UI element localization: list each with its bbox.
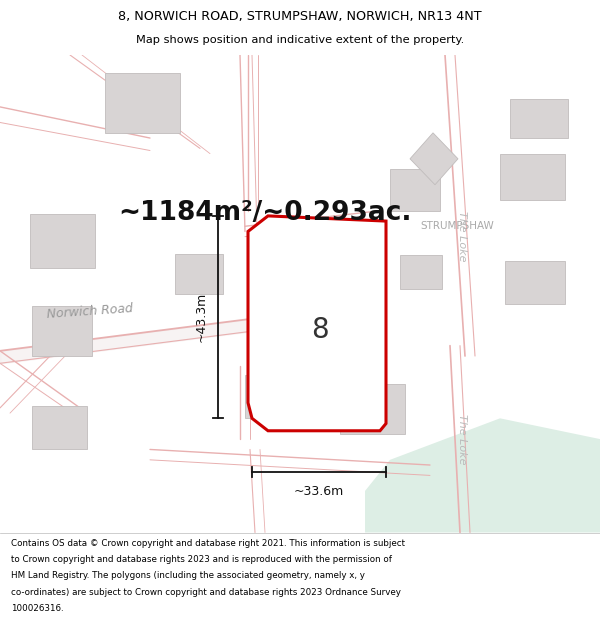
- Text: ~1184m²/~0.293ac.: ~1184m²/~0.293ac.: [118, 200, 412, 226]
- Bar: [340, 384, 405, 434]
- Polygon shape: [365, 418, 600, 532]
- Text: The Loke: The Loke: [457, 414, 467, 464]
- Bar: [175, 254, 223, 294]
- Polygon shape: [248, 216, 386, 431]
- Bar: [390, 169, 440, 211]
- Bar: [400, 256, 442, 289]
- Bar: [505, 261, 565, 304]
- Bar: [275, 219, 365, 294]
- Text: Contains OS data © Crown copyright and database right 2021. This information is : Contains OS data © Crown copyright and d…: [11, 539, 405, 548]
- Text: STRUMPSHAW: STRUMPSHAW: [420, 221, 494, 231]
- Text: co-ordinates) are subject to Crown copyright and database rights 2023 Ordnance S: co-ordinates) are subject to Crown copyr…: [11, 588, 401, 596]
- Text: HM Land Registry. The polygons (including the associated geometry, namely x, y: HM Land Registry. The polygons (includin…: [11, 571, 365, 581]
- Text: Map shows position and indicative extent of the property.: Map shows position and indicative extent…: [136, 34, 464, 44]
- Text: 8: 8: [311, 316, 329, 344]
- Text: to Crown copyright and database rights 2023 and is reproduced with the permissio: to Crown copyright and database rights 2…: [11, 555, 392, 564]
- Bar: [32, 406, 87, 449]
- Bar: [32, 306, 92, 356]
- Bar: [105, 72, 180, 133]
- Text: Norwich Road: Norwich Road: [46, 302, 134, 321]
- Bar: [245, 375, 300, 418]
- Text: ~43.3m: ~43.3m: [195, 292, 208, 342]
- Bar: [510, 99, 568, 138]
- Polygon shape: [410, 133, 458, 185]
- Bar: [500, 154, 565, 201]
- Text: ~33.6m: ~33.6m: [294, 485, 344, 498]
- Text: 100026316.: 100026316.: [11, 604, 64, 612]
- Text: 8, NORWICH ROAD, STRUMPSHAW, NORWICH, NR13 4NT: 8, NORWICH ROAD, STRUMPSHAW, NORWICH, NR…: [118, 10, 482, 23]
- Bar: [30, 214, 95, 268]
- Text: The Loke: The Loke: [457, 211, 467, 262]
